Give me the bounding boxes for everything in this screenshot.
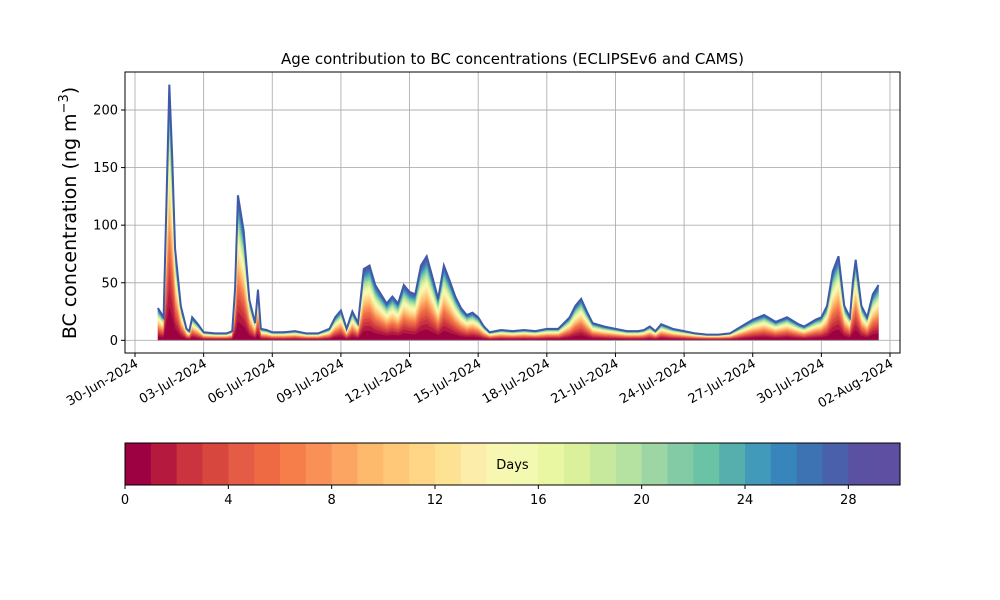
colorbar-cell	[874, 443, 901, 485]
colorbar-tick-label: 8	[328, 493, 336, 508]
total-concentration-line	[157, 84, 880, 341]
plot-background	[125, 72, 900, 353]
x-axis-ticks: 30-Jun-202403-Jul-202406-Jul-202409-Jul-…	[64, 353, 896, 412]
colorbar-tick-label: 28	[840, 493, 857, 508]
colorbar-cell	[796, 443, 824, 485]
colorbar-cell	[125, 443, 152, 485]
colorbar-tick-label: 4	[224, 493, 232, 508]
colorbar-cell	[615, 443, 643, 485]
x-tick-label: 12-Jul-2024	[343, 356, 416, 407]
total-line-path	[157, 84, 880, 336]
colorbar-cell	[848, 443, 875, 485]
colorbar-cell	[641, 443, 669, 485]
colorbar-tick-label: 20	[633, 493, 650, 508]
colorbar-ticks: 0 4 8 12 16 20 24 28	[121, 485, 857, 508]
colorbar-cell	[770, 443, 798, 485]
y-axis-ticks: 0 50 100 150 200	[93, 104, 125, 349]
y-tick-label: 50	[101, 276, 118, 291]
colorbar-frame	[124, 442, 901, 486]
x-tick-label: 15-Jul-2024	[411, 356, 484, 407]
x-tick-label: 03-Jul-2024	[137, 356, 210, 407]
y-tick-label: 150	[93, 161, 118, 176]
x-tick-label: 06-Jul-2024	[205, 356, 278, 407]
colorbar-cell	[822, 443, 849, 485]
colorbar-cell	[693, 443, 720, 485]
colorbar-cell	[512, 443, 539, 485]
colorbar-tick-label: 24	[737, 493, 754, 508]
colorbar-cell	[538, 443, 565, 485]
y-axis-label-text: BC concentration (ng m	[59, 113, 81, 339]
colorbar-cell	[331, 443, 359, 485]
colorbar-cell	[667, 443, 694, 485]
y-tick-label: 100	[93, 219, 118, 234]
colorbar-cell	[228, 443, 255, 485]
colorbar-cell	[719, 443, 746, 485]
colorbar-cell	[409, 443, 436, 485]
colorbar-cell	[150, 443, 178, 485]
colorbar-cell	[254, 443, 281, 485]
y-tick-label: 0	[110, 334, 118, 349]
plot-area: 0 50 100 150 200 30-Jun-202403-Jul-202406-Ju…	[64, 71, 901, 412]
colorbar-tick-label: 12	[427, 493, 444, 508]
plot-frame	[124, 71, 901, 354]
colorbar-cells	[125, 443, 901, 485]
colorbar-cell	[357, 443, 384, 485]
colorbar-cell	[745, 443, 772, 485]
y-tick-label: 200	[93, 104, 118, 119]
x-tick-label: 09-Jul-2024	[274, 356, 347, 407]
x-tick-label: 02-Aug-2024	[816, 356, 896, 411]
colorbar-cell	[305, 443, 333, 485]
y-axis-label: BC concentration (ng m−3)	[57, 87, 81, 339]
y-axis-label-close: )	[59, 87, 81, 94]
colorbar-tick-label: 16	[530, 493, 547, 508]
colorbar-cell	[590, 443, 617, 485]
x-tick-label: 30-Jun-2024	[64, 356, 141, 409]
colorbar-cell	[202, 443, 229, 485]
colorbar: Days 0 4 8 12 16 20 24 28	[121, 442, 901, 508]
x-tick-label: 18-Jul-2024	[480, 356, 553, 407]
colorbar-cell	[460, 443, 488, 485]
chart-title: Age contribution to BC concentrations (E…	[281, 50, 744, 68]
colorbar-cell	[383, 443, 410, 485]
grid-lines	[125, 72, 900, 353]
y-axis-label-exponent: −3	[57, 94, 72, 113]
colorbar-cell	[435, 443, 462, 485]
colorbar-cell	[176, 443, 204, 485]
colorbar-label: Days	[496, 458, 529, 473]
x-tick-label: 27-Jul-2024	[686, 356, 759, 407]
colorbar-cell	[486, 443, 514, 485]
x-tick-label: 24-Jul-2024	[617, 356, 690, 407]
colorbar-cell	[280, 443, 307, 485]
colorbar-tick-label: 0	[121, 493, 129, 508]
colorbar-cell	[564, 443, 591, 485]
x-tick-label: 21-Jul-2024	[549, 356, 622, 407]
